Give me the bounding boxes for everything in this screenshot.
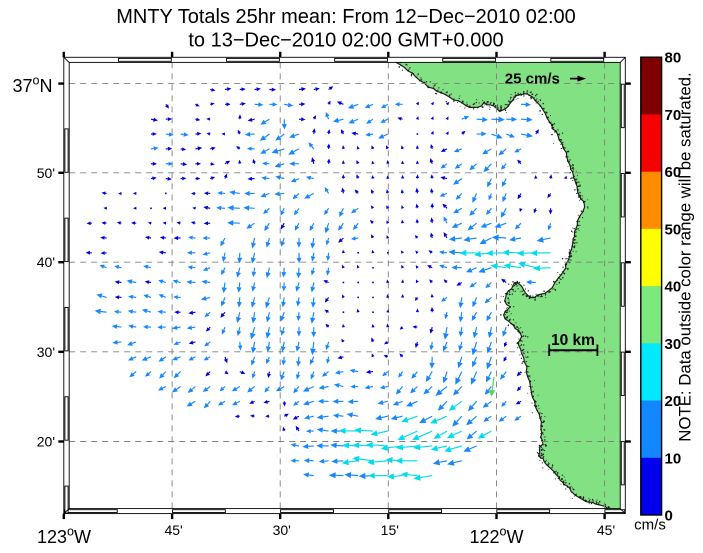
svg-text:37oN: 37oN [13,74,53,97]
svg-text:15': 15' [381,522,399,538]
svg-text:40': 40' [37,254,55,270]
svg-text:25 cm/s: 25 cm/s [505,71,560,88]
svg-text:122oW: 122oW [470,525,524,548]
svg-text:50': 50' [37,165,55,181]
svg-text:20': 20' [37,434,55,450]
svg-text:10 km: 10 km [551,332,595,349]
svg-text:10: 10 [665,450,682,467]
svg-text:45': 45' [597,522,615,538]
svg-text:cm/s: cm/s [634,517,666,534]
svg-text:30': 30' [37,344,55,360]
svg-text:45': 45' [164,522,182,538]
svg-text:to 13−Dec−2010 02:00 GMT+0.000: to 13−Dec−2010 02:00 GMT+0.000 [188,30,503,52]
svg-text:30': 30' [273,522,291,538]
svg-text:80: 80 [665,50,682,67]
svg-text:NOTE: Data outside color range: NOTE: Data outside color range will be s… [676,72,695,441]
svg-text:MNTY Totals 25hr mean: From 12: MNTY Totals 25hr mean: From 12−Dec−2010 … [116,6,576,28]
svg-text:123oW: 123oW [37,525,91,548]
